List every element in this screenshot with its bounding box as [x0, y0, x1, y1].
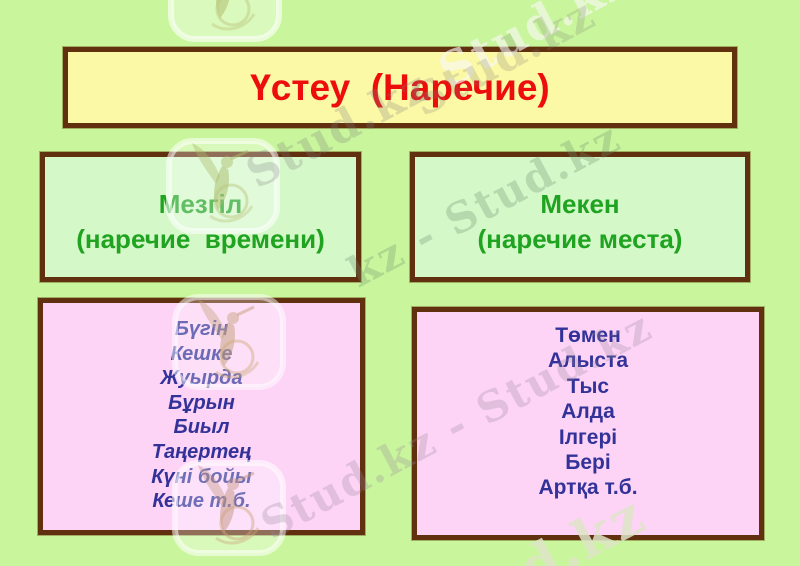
example-word: Таңертең: [151, 440, 252, 463]
category-box-place: Мекен (наречие места): [410, 152, 750, 282]
page-title: Үстеу (Наречие): [250, 66, 550, 108]
example-word: Кеше т.б.: [152, 490, 251, 513]
example-word: Кешке: [170, 342, 233, 365]
category-title-kazakh: Мезгіл: [158, 189, 243, 219]
example-word: Күні бойы: [151, 465, 252, 488]
example-word: Биыл: [173, 416, 230, 439]
example-word: Артқа т.б.: [538, 476, 638, 500]
example-word: Бұрын: [168, 391, 235, 414]
examples-box-time: Бүгін Кешке Жуырда Бұрын Биыл Таңертең Күні бо…: [38, 298, 365, 535]
examples-box-place: Төмен Алыста Тыс Алда Ілгері Бері Артқа т.б.: [412, 307, 764, 540]
example-word: Бері: [565, 451, 611, 475]
example-word: Алыста: [547, 349, 629, 373]
category-title-kazakh: Мекен: [540, 189, 620, 219]
example-word: Бүгін: [174, 318, 229, 340]
example-word: Төмен: [555, 324, 621, 347]
example-word: Ілгері: [558, 425, 618, 449]
category-title-russian: (наречие места): [477, 224, 683, 254]
example-word: Жуырда: [160, 367, 243, 390]
example-word: Алда: [561, 400, 615, 424]
hummingbird-logo-icon: [168, 0, 282, 42]
category-title-russian: (наречие времени): [76, 224, 325, 254]
category-box-time: Мезгіл (наречие времени): [40, 152, 361, 282]
title-box: Үстеу (Наречие): [63, 47, 737, 128]
example-word: Тыс: [566, 374, 610, 398]
